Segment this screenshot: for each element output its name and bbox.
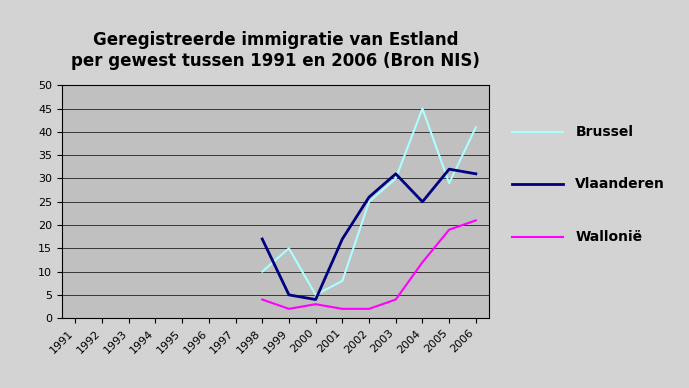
Wallonië — [472, 218, 480, 223]
Line: Wallonië: Wallonië — [263, 220, 476, 309]
Brussel — [391, 176, 400, 181]
Line: Brussel: Brussel — [263, 109, 476, 295]
Vlaanderen — [445, 167, 453, 171]
Brussel — [338, 279, 347, 283]
Vlaanderen — [338, 237, 347, 241]
Brussel — [445, 181, 453, 185]
Wallonië — [391, 297, 400, 302]
Brussel — [285, 246, 293, 251]
Brussel — [418, 106, 426, 111]
Text: Brussel: Brussel — [575, 125, 633, 139]
Text: Geregistreerde immigratie van Estland
per gewest tussen 1991 en 2006 (Bron NIS): Geregistreerde immigratie van Estland pe… — [71, 31, 480, 70]
Brussel — [311, 293, 320, 297]
Vlaanderen — [311, 297, 320, 302]
Vlaanderen — [258, 237, 267, 241]
Wallonië — [365, 307, 373, 311]
Vlaanderen — [391, 171, 400, 176]
Brussel — [365, 199, 373, 204]
Text: Vlaanderen: Vlaanderen — [575, 177, 665, 191]
Vlaanderen — [285, 293, 293, 297]
Wallonië — [285, 307, 293, 311]
Line: Vlaanderen: Vlaanderen — [263, 169, 476, 300]
Wallonië — [445, 227, 453, 232]
Wallonië — [311, 302, 320, 307]
Wallonië — [258, 297, 267, 302]
Vlaanderen — [418, 199, 426, 204]
Text: Wallonië: Wallonië — [575, 230, 642, 244]
Brussel — [258, 269, 267, 274]
Wallonië — [418, 260, 426, 265]
Vlaanderen — [365, 195, 373, 199]
Brussel — [472, 125, 480, 130]
Wallonië — [338, 307, 347, 311]
Vlaanderen — [472, 171, 480, 176]
